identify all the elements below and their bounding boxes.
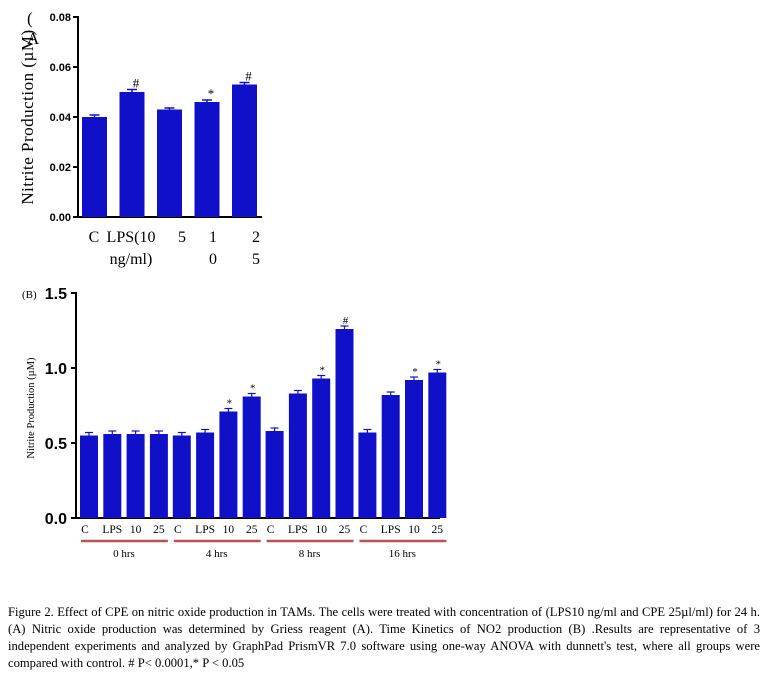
panel-a-category-label: 2: [252, 229, 260, 246]
panel-b-group-label: 4 hrs: [206, 548, 228, 560]
panel-b-category-label: LPS: [195, 524, 215, 536]
panel-a-significance-mark: #: [133, 76, 140, 91]
panel-b-bar: [126, 434, 145, 518]
panel-b-significance-mark: #: [343, 315, 349, 327]
panel-b-bar: [312, 378, 331, 518]
panel-a-bar: [232, 84, 257, 217]
panel-b-significance-mark: *: [412, 366, 418, 378]
panel-b-category-label: C: [267, 524, 275, 536]
panel-b-bar: [219, 411, 238, 518]
panel-b-significance-mark: *: [436, 359, 442, 371]
panel-b-bar: [265, 431, 284, 518]
panel-b-category-label: LPS: [381, 524, 401, 536]
panel-b-significance-mark: *: [250, 383, 256, 395]
panel-b-bar: [381, 395, 400, 518]
panel-b-bar: [172, 435, 191, 518]
panel-b-bar: [358, 432, 377, 518]
panel-b-significance-mark: *: [319, 365, 325, 377]
panel-a-category-label: 5: [252, 251, 260, 268]
panel-a-bar: [119, 92, 145, 217]
panel-b-bar: [288, 393, 307, 518]
panel-a-category-label: 1: [209, 229, 217, 246]
panel-b-category-label: C: [360, 524, 368, 536]
panel-b-y-tick-label: 0.5: [45, 436, 67, 453]
panel-a-category-label: 0: [209, 251, 217, 268]
panel-b-category-label: C: [81, 524, 89, 536]
panel-a-y-tick-label: 0.06: [50, 62, 71, 74]
panel-a-y-tick-label: 0.02: [50, 162, 71, 174]
panel-a-category-label: LPS(10: [107, 229, 156, 246]
panel-a-y-tick-label: 0.04: [50, 112, 72, 124]
panel-b-bar: [196, 432, 215, 518]
panel-a-y-tick-label: 0.00: [50, 212, 71, 224]
panel-b-category-label: 25: [339, 524, 351, 536]
figure-caption: Figure 2. Effect of CPE on nitric oxide …: [8, 605, 760, 670]
panel-a-y-tick-label: 0.08: [50, 12, 71, 24]
panel-a-significance-mark: #: [245, 69, 252, 84]
panel-b-group-label: 16 hrs: [389, 548, 416, 560]
panel-a-y-axis-label: Nitrite Production (µM): [18, 29, 37, 204]
panel-b-category-label: C: [174, 524, 182, 536]
panel-a-label-line2: A: [27, 29, 40, 48]
panel-b-group-label: 8 hrs: [299, 548, 321, 560]
panel-b-bar: [428, 372, 447, 518]
panel-b-bar: [242, 396, 261, 518]
panel-b-label: (B): [22, 289, 37, 301]
panel-b-category-label: 10: [223, 524, 235, 536]
panel-a-category-label: ng/ml): [110, 251, 153, 268]
panel-b-bar: [405, 380, 423, 518]
panel-b-category-label: 10: [130, 524, 142, 536]
panel-b-bar: [149, 434, 168, 518]
panel-a-significance-mark: *: [208, 86, 215, 101]
panel-a-label-line1: (: [27, 9, 33, 28]
panel-a-bar: [82, 117, 107, 217]
panel-b-category-label: 10: [408, 524, 420, 536]
panel-b-category-label: LPS: [288, 524, 308, 536]
panel-a-bar: [157, 109, 182, 217]
panel-b-group-label: 0 hrs: [113, 548, 135, 560]
panel-a-bar: [194, 102, 220, 217]
panel-b-bar: [103, 434, 122, 518]
panel-b-y-tick-label: 1.5: [45, 286, 67, 303]
panel-b-category-label: 25: [246, 524, 258, 536]
panel-b-y-axis-label: Nitrite Production (µM): [26, 357, 37, 459]
panel-a-category-label: 5: [178, 229, 186, 246]
panel-b-bar: [335, 329, 354, 518]
panel-a-category-label: C: [89, 229, 100, 246]
panel-b-category-label: 10: [315, 524, 327, 536]
panel-b-bar: [80, 435, 98, 518]
panel-b-y-tick-label: 0.0: [45, 511, 67, 528]
panel-b-y-tick-label: 1.0: [45, 361, 67, 378]
panel-b-category-label: 25: [153, 524, 165, 536]
panel-b-category-label: 25: [432, 524, 444, 536]
panel-b-significance-mark: *: [227, 398, 233, 410]
panel-b-category-label: LPS: [102, 524, 122, 536]
